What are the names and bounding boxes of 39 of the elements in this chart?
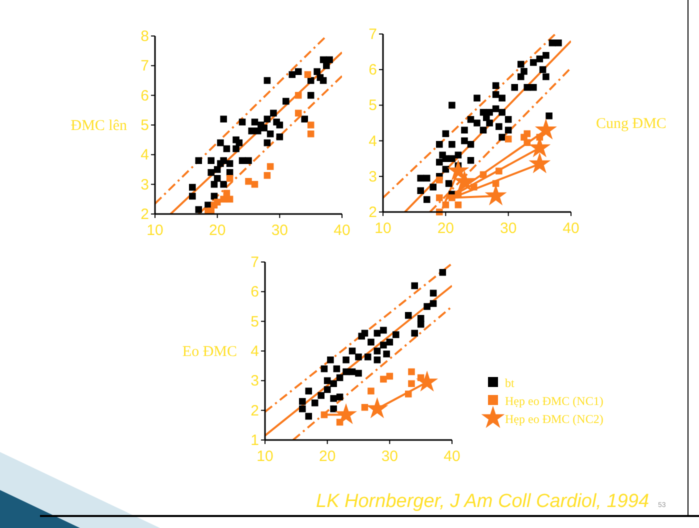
y-axis-title: Eo ĐMC (182, 344, 237, 360)
x-tick-label: 40 (562, 220, 580, 237)
x-tick-label: 20 (318, 448, 336, 465)
y-tick-label: 6 (140, 87, 149, 104)
y-axis-title: Cung ĐMC (596, 116, 666, 132)
legend-label: Hẹp eo ĐMC (NC2) (505, 412, 604, 426)
y-tick-label: 7 (140, 58, 149, 75)
y-tick-label: 7 (250, 254, 259, 271)
x-tick-label: 30 (500, 220, 517, 237)
y-tick-label: 5 (368, 97, 377, 114)
y-tick-label: 6 (368, 62, 377, 79)
x-tick-label: 40 (444, 448, 460, 465)
y-tick-label: 2 (368, 204, 377, 221)
y-tick-label: 6 (250, 284, 259, 301)
y-tick-label: 3 (250, 372, 259, 390)
x-tick-label: 10 (256, 448, 274, 465)
y-tick-label: 8 (140, 28, 149, 45)
x-tick-label: 20 (437, 220, 454, 237)
y-tick-label: 4 (368, 132, 377, 150)
legend-label: Hẹp eo ĐMC (NC1) (505, 394, 604, 408)
legend-label: bt (505, 376, 515, 390)
x-tick-label: 10 (146, 222, 164, 239)
y-tick-label: 1 (250, 432, 259, 449)
x-tick-label: 30 (381, 448, 398, 465)
y-tick-label: 3 (368, 168, 377, 186)
x-tick-label: 20 (208, 222, 226, 239)
text: LK Hornberger, J Am Coll Cardiol, 1994 (316, 491, 650, 512)
y-tick-label: 2 (140, 206, 149, 223)
y-tick-label: 2 (250, 402, 259, 420)
x-tick-label: 30 (271, 222, 288, 239)
y-tick-label: 5 (140, 117, 149, 134)
x-tick-label: 10 (374, 220, 392, 237)
y-tick-label: 7 (368, 26, 377, 43)
y-tick-label: 5 (250, 313, 259, 330)
y-tick-label: 4 (250, 343, 259, 360)
y-tick-label: 4 (140, 146, 149, 164)
y-axis-title: ĐMC lên (70, 118, 128, 134)
x-tick-label: 40 (334, 222, 350, 239)
y-tick-label: 3 (140, 176, 149, 194)
